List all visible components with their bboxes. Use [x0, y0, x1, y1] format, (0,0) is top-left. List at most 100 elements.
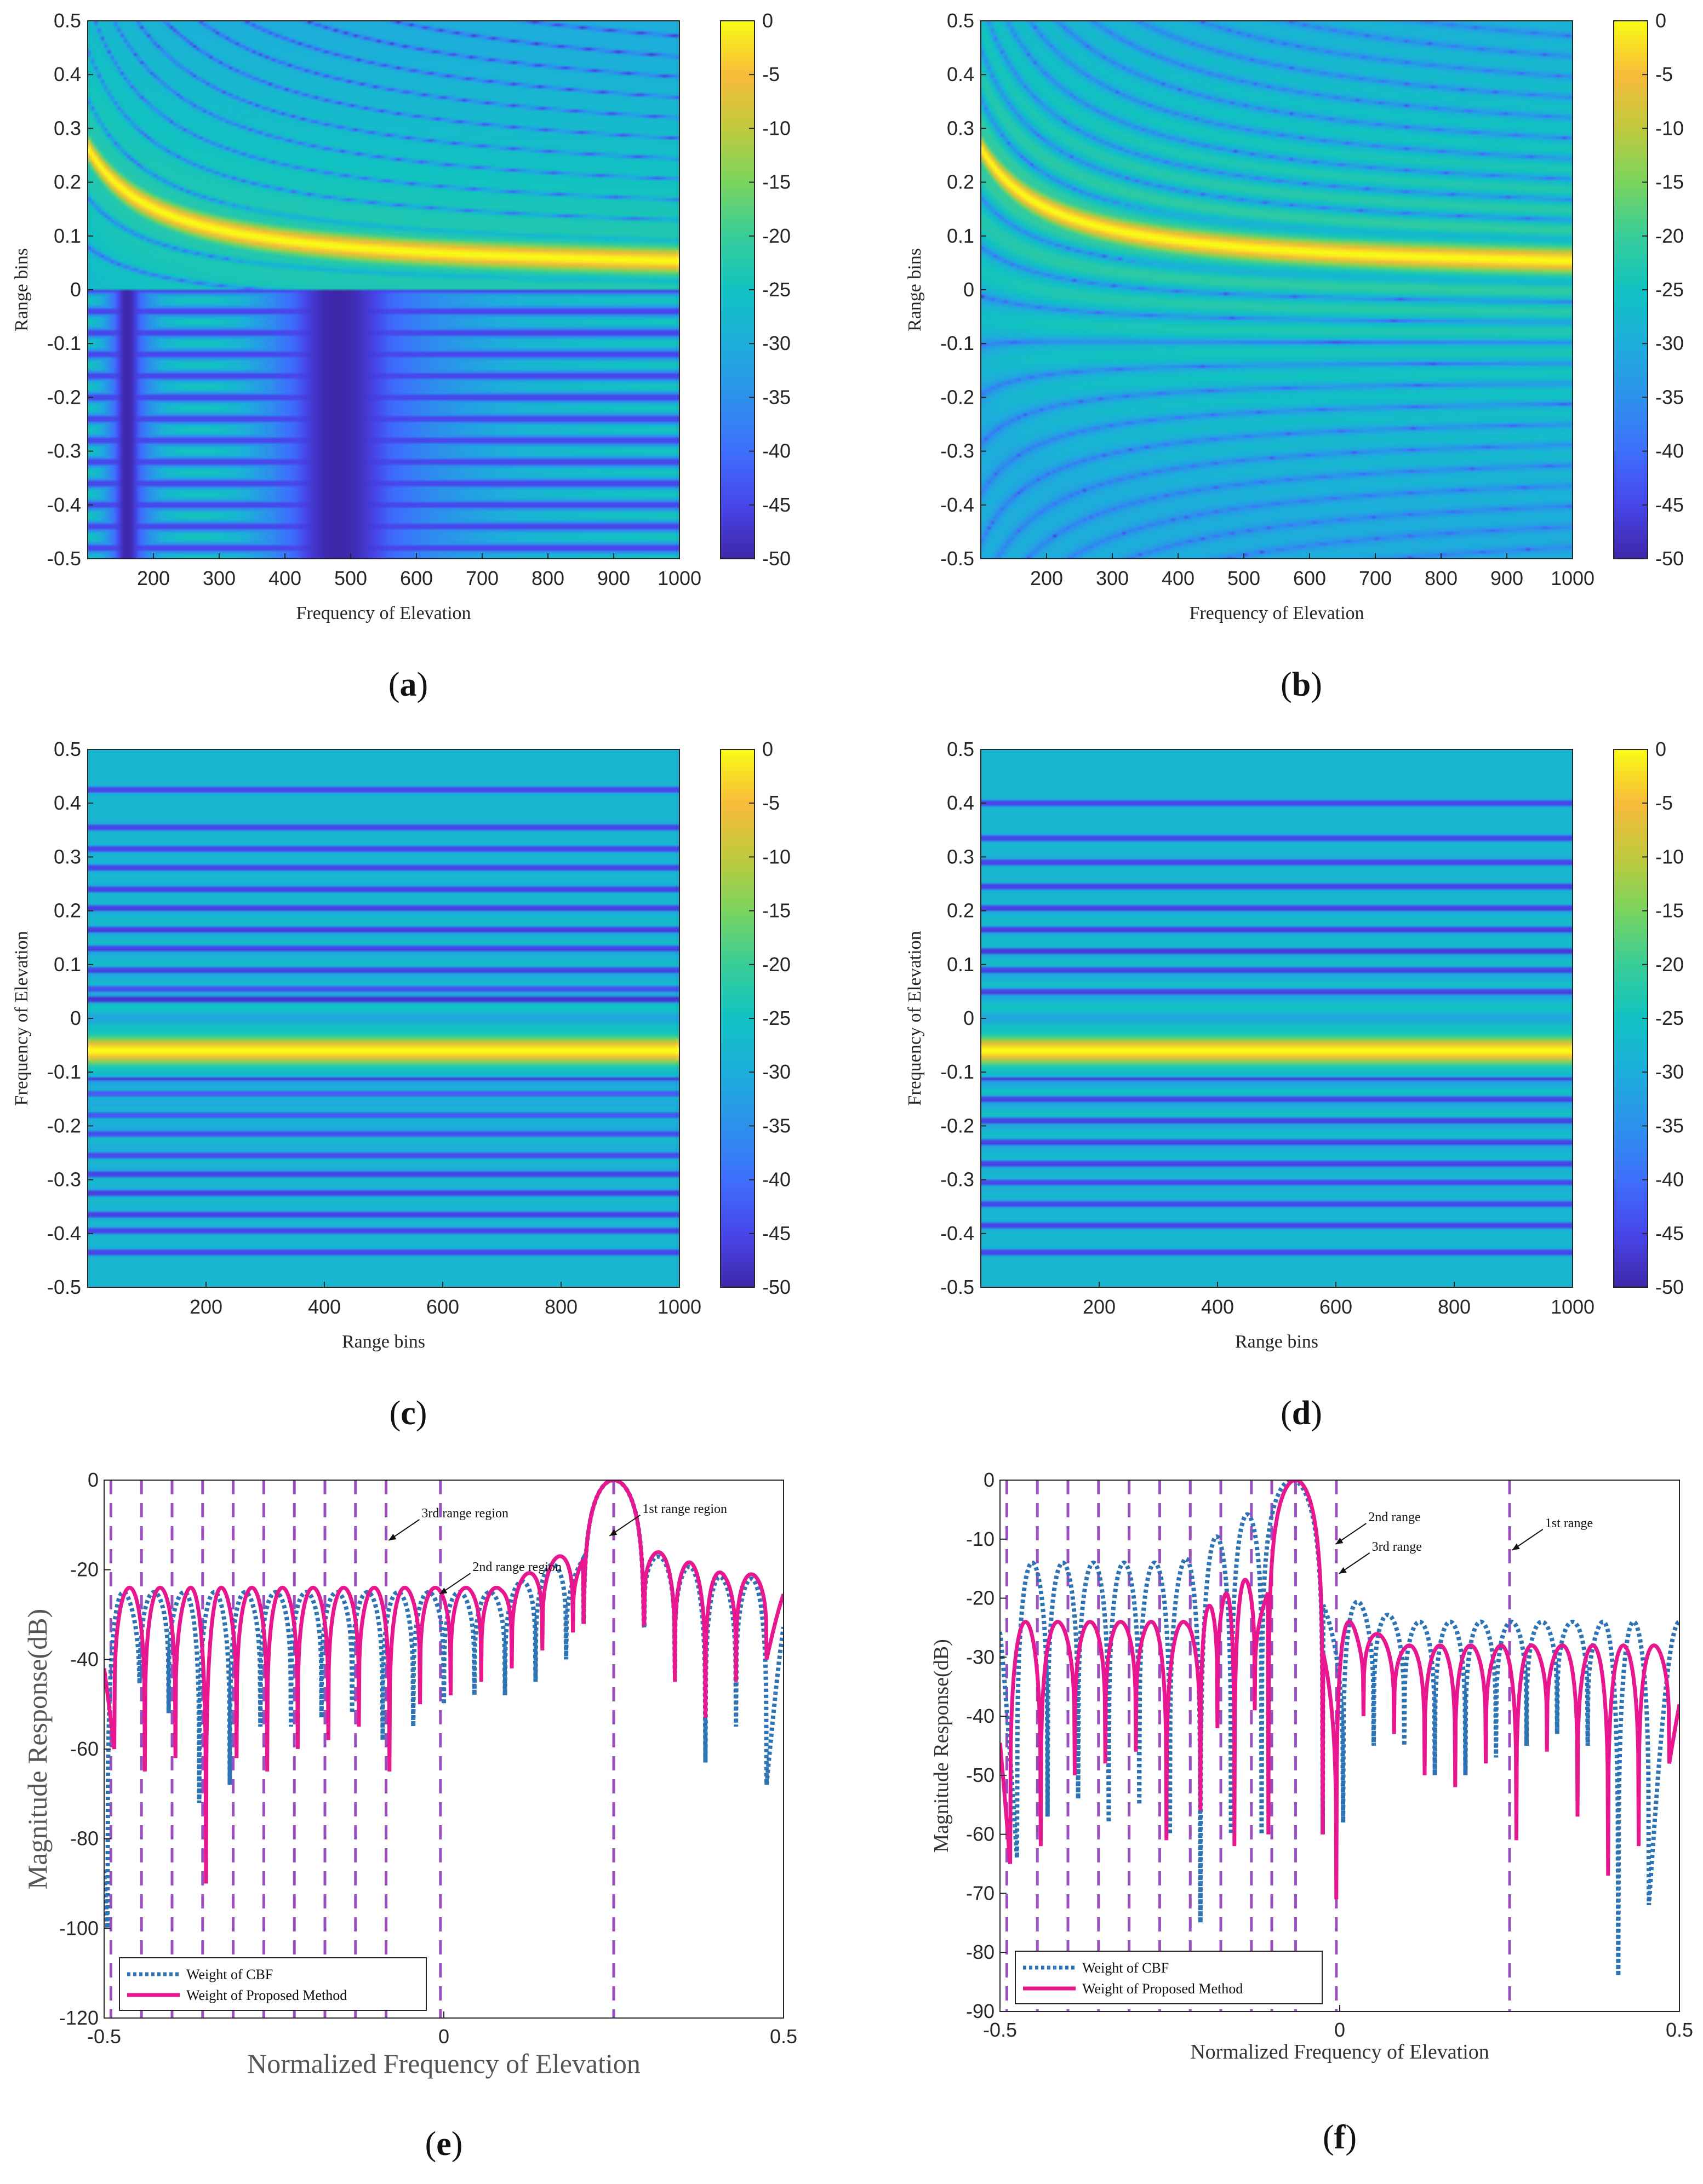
- legend-box: [119, 1957, 427, 2011]
- panel-label: (c): [390, 1395, 427, 1432]
- y-tick-label: -20: [966, 1587, 995, 1609]
- x-tick-label: 800: [1425, 567, 1458, 589]
- chart-panel-f: -0.5 0 0.5 0 -10 -20 -30 -40 -50 -60 -70 -80 -90 Norm…: [930, 1469, 1693, 2156]
- annotation-label: 3rd range: [1372, 1540, 1422, 1554]
- colorbar-tick-label: -40: [1655, 440, 1684, 462]
- x-tick-label: 600: [1293, 567, 1326, 589]
- y-tick-label: 0.1: [947, 225, 974, 247]
- y-tick-label: -120: [59, 2007, 99, 2029]
- colorbar-tick-label: -45: [762, 494, 791, 516]
- y-tick-label: -0.5: [47, 547, 81, 570]
- x-tick-label: 800: [532, 567, 564, 589]
- y-tick-label: 0.1: [947, 953, 974, 976]
- y-tick-label: 0: [70, 1007, 81, 1029]
- annotation-arrowhead: [439, 1587, 448, 1595]
- panel-label: (b): [1281, 666, 1322, 703]
- x-tick-label: 1000: [658, 567, 701, 589]
- x-tick-label: -0.5: [87, 2025, 121, 2048]
- y-tick-label: 0.3: [947, 845, 974, 868]
- y-tick-label: -0.3: [47, 1168, 81, 1191]
- y-axis-label: Range bins: [905, 248, 925, 331]
- colorbar-tick-label: -30: [762, 1061, 791, 1083]
- series-line-proposed: [1000, 1480, 1679, 1900]
- chart-panel-a: 200 300 400 500 600 700 800 900 1000 -0.5 -0.4 -0.3…: [12, 9, 791, 703]
- colorbar-tick-label: -45: [762, 1222, 791, 1245]
- x-tick-label: 200: [1083, 1296, 1116, 1318]
- x-tick-label: 800: [545, 1296, 578, 1318]
- x-tick-label: 500: [334, 567, 367, 589]
- colorbar-tick-label: 0: [1655, 738, 1666, 760]
- y-tick-label: -50: [966, 1764, 995, 1786]
- x-axis-label: Normalized Frequency of Elevation: [247, 2048, 641, 2079]
- y-axis-label: Range bins: [12, 248, 32, 331]
- annotation-arrowhead: [388, 1534, 397, 1541]
- y-tick-label: 0.2: [54, 171, 81, 193]
- y-axis-label: Magnitude Response(dB): [22, 1609, 53, 1889]
- y-tick-label: -0.4: [47, 1222, 81, 1245]
- y-tick-label: -0.1: [940, 332, 974, 354]
- x-tick-label: 700: [466, 567, 499, 589]
- colorbar-tick-label: -10: [762, 845, 791, 868]
- y-tick-label: -0.1: [47, 332, 81, 354]
- colorbar-tick-label: -20: [1655, 225, 1684, 247]
- x-tick-label: 400: [1162, 567, 1195, 589]
- colorbar: [720, 20, 755, 559]
- x-tick-label: 0: [1334, 2019, 1345, 2041]
- colorbar: [1613, 20, 1648, 559]
- colorbar-tick-label: 0: [762, 9, 773, 32]
- colorbar-tick-label: -30: [1655, 332, 1684, 354]
- y-tick-label: 0.2: [947, 899, 974, 922]
- y-tick-label: -0.5: [940, 1276, 974, 1298]
- y-tick-label: -90: [966, 2000, 995, 2022]
- y-tick-label: -0.5: [47, 1276, 81, 1298]
- colorbar-tick-label: -50: [1655, 547, 1684, 570]
- panel-label: (e): [425, 2125, 463, 2163]
- y-tick-label: -20: [70, 1558, 99, 1581]
- x-tick-label: 700: [1359, 567, 1392, 589]
- annotation-label: 2nd range: [1368, 1510, 1420, 1524]
- x-tick-label: 0.5: [1666, 2019, 1693, 2041]
- colorbar-tick-label: -25: [1655, 1007, 1684, 1029]
- y-axis-label: Frequency of Elevation: [905, 931, 925, 1105]
- annotation-label: 1st range: [1545, 1516, 1593, 1530]
- y-tick-label: 0.2: [54, 899, 81, 922]
- y-tick-label: 0.1: [54, 225, 81, 247]
- y-tick-label: 0.1: [54, 953, 81, 976]
- x-tick-label: 400: [1201, 1296, 1234, 1318]
- x-axis-label: Frequency of Elevation: [296, 603, 471, 623]
- colorbar-tick-label: -20: [762, 953, 791, 976]
- colorbar-tick-label: -45: [1655, 494, 1684, 516]
- x-tick-label: 300: [1096, 567, 1129, 589]
- y-axis-label: Frequency of Elevation: [12, 931, 32, 1105]
- y-tick-label: -0.2: [940, 386, 974, 408]
- plot-area: [1000, 1480, 1679, 2011]
- colorbar-tick-label: -5: [1655, 63, 1673, 85]
- y-tick-label: 0.4: [947, 792, 974, 814]
- colorbar-tick-label: 0: [762, 738, 773, 760]
- chart-panel-b: 200 300 400 500 600 700 800 900 1000 -0.5 -0.4 -0.3…: [905, 9, 1684, 703]
- colorbar-tick-label: -10: [1655, 117, 1684, 139]
- y-tick-label: 0.5: [54, 9, 81, 32]
- x-tick-label: 600: [426, 1296, 459, 1318]
- y-tick-label: 0: [70, 278, 81, 301]
- legend-label: Weight of Proposed Method: [1082, 1981, 1243, 1997]
- x-tick-label: 1000: [658, 1296, 701, 1318]
- heatmap-image: [981, 749, 1573, 1287]
- y-axis-label: Magnitude Response(dB): [930, 1639, 953, 1852]
- colorbar-tick-label: -25: [762, 1007, 791, 1029]
- colorbar-tick-label: 0: [1655, 9, 1666, 32]
- colorbar-tick-label: -50: [762, 547, 791, 570]
- y-tick-label: 0.5: [54, 738, 81, 760]
- colorbar-tick-label: -15: [1655, 171, 1684, 193]
- colorbar-tick-label: -25: [762, 278, 791, 301]
- annotation-arrowhead: [1512, 1543, 1520, 1550]
- y-tick-label: 0.4: [54, 63, 81, 85]
- colorbar-tick-label: -35: [1655, 1114, 1684, 1137]
- x-tick-label: 600: [400, 567, 433, 589]
- legend-box: [1015, 1951, 1323, 2004]
- x-tick-label: 300: [203, 567, 236, 589]
- y-tick-label: -80: [966, 1941, 995, 1963]
- heatmap-image: [88, 749, 679, 1287]
- y-tick-label: -0.2: [47, 1114, 81, 1137]
